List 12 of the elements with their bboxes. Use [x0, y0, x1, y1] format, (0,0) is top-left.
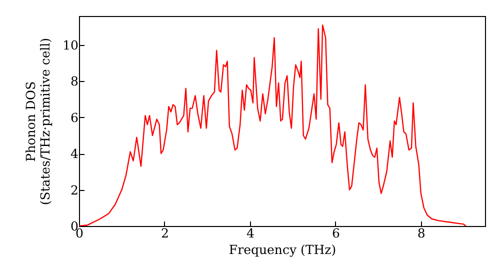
y-tick-label: 8 [70, 74, 79, 89]
x-tick-label: 8 [417, 226, 426, 240]
x-axis-title: Frequency (THz) [228, 242, 336, 257]
x-tick-label: 2 [160, 226, 169, 240]
y-tick-label: 2 [70, 182, 78, 198]
x-tick-label: 6 [332, 226, 340, 240]
line-series [79, 24, 466, 226]
y-tick-label: 6 [70, 110, 79, 125]
x-tick-label: 4 [246, 226, 254, 240]
y-axis-title: Phonon DOS (States/THz·primitive cell) [23, 38, 53, 206]
y-tick-label: 4 [70, 146, 79, 162]
y-tick-label: 10 [62, 37, 79, 52]
